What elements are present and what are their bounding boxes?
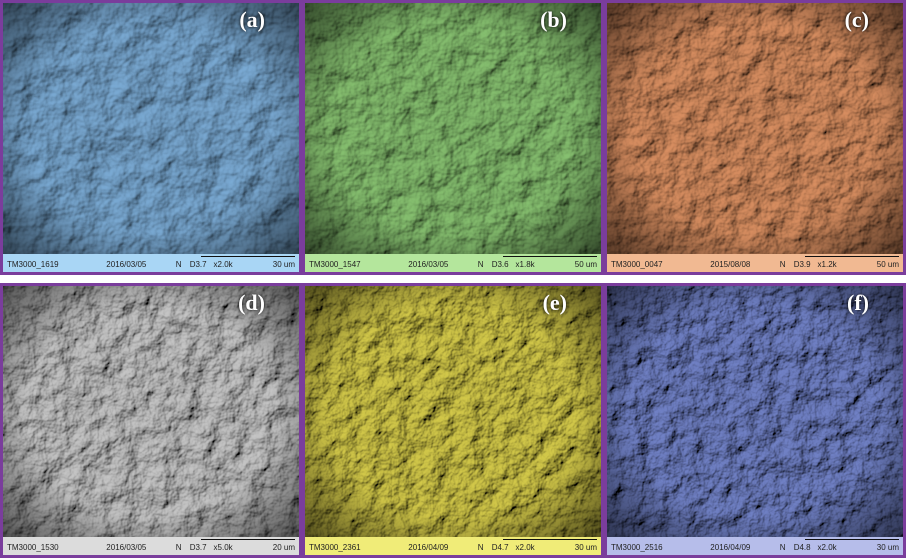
mode: N	[779, 260, 786, 269]
mode: N	[175, 260, 182, 269]
scale: 30 um	[201, 256, 295, 269]
date: 2016/04/09	[408, 543, 449, 552]
image-id: TM3000_1530	[7, 543, 59, 552]
date: 2016/03/05	[408, 260, 449, 269]
info-bar: TM3000_1547 2016/03/05 N D3.6 x1.8k 50 um	[305, 254, 601, 272]
date: 2015/08/08	[710, 260, 751, 269]
magnification: x2.0k	[515, 543, 535, 552]
sem-panel: (b) TM3000_1547 2016/03/05 N D3.6 x1.8k 50 um	[302, 0, 604, 275]
magnification: x5.0k	[213, 543, 233, 552]
panel-label: (a)	[239, 7, 265, 32]
image-id: TM3000_1547	[309, 260, 361, 269]
scale: 30 um	[503, 539, 597, 552]
panel-label: (d)	[238, 290, 265, 315]
sem-panel: (f) TM3000_2516 2016/04/09 N D4.8 x2.0k 30 um	[604, 283, 906, 558]
info-bar: TM3000_1530 2016/03/05 N D3.7 x5.0k 20 um	[3, 537, 299, 555]
mode: N	[477, 543, 484, 552]
sem-panel: (a) TM3000_1619 2016/03/05 N D3.7 x2.0k 30 um	[0, 0, 302, 275]
scale: 30 um	[805, 539, 899, 552]
date: 2016/03/05	[106, 543, 147, 552]
distance: D4.8	[793, 543, 811, 552]
magnification: x2.0k	[213, 260, 233, 269]
date: 2016/03/05	[106, 260, 147, 269]
micrograph	[607, 286, 903, 537]
panel-label: (c)	[844, 7, 869, 32]
image-id: TM3000_2516	[611, 543, 663, 552]
info-bar: TM3000_2516 2016/04/09 N D4.8 x2.0k 30 um	[607, 537, 903, 555]
panel-label: (f)	[847, 290, 869, 315]
magnification: x2.0k	[817, 543, 837, 552]
magnification: x1.2k	[817, 260, 837, 269]
image-id: TM3000_1619	[7, 260, 59, 269]
scale: 50 um	[805, 256, 899, 269]
scale: 50 um	[503, 256, 597, 269]
mode: N	[779, 543, 786, 552]
sem-panel: (e) TM3000_2361 2016/04/09 N D4.7 x2.0k 30 um	[302, 283, 604, 558]
distance: D3.7	[189, 260, 207, 269]
micrograph	[3, 3, 299, 254]
panel-label: (e)	[542, 290, 567, 315]
distance: D4.7	[491, 543, 509, 552]
distance: D3.9	[793, 260, 811, 269]
distance: D3.7	[189, 543, 207, 552]
info-bar: TM3000_0047 2015/08/08 N D3.9 x1.2k 50 um	[607, 254, 903, 272]
magnification: x1.8k	[515, 260, 535, 269]
micrograph	[305, 286, 601, 537]
date: 2016/04/09	[710, 543, 751, 552]
mode: N	[477, 260, 484, 269]
image-id: TM3000_2361	[309, 543, 361, 552]
sem-panel: (c) TM3000_0047 2015/08/08 N D3.9 x1.2k 50 um	[604, 0, 906, 275]
info-bar: TM3000_1619 2016/03/05 N D3.7 x2.0k 30 um	[3, 254, 299, 272]
mode: N	[175, 543, 182, 552]
micrograph	[305, 3, 601, 254]
micrograph	[607, 3, 903, 254]
info-bar: TM3000_2361 2016/04/09 N D4.7 x2.0k 30 um	[305, 537, 601, 555]
micrograph	[3, 286, 299, 537]
sem-panel: (d) TM3000_1530 2016/03/05 N D3.7 x5.0k 20 um	[0, 283, 302, 558]
scale: 20 um	[201, 539, 295, 552]
panel-label: (b)	[540, 7, 567, 32]
distance: D3.6	[491, 260, 509, 269]
image-id: TM3000_0047	[611, 260, 663, 269]
